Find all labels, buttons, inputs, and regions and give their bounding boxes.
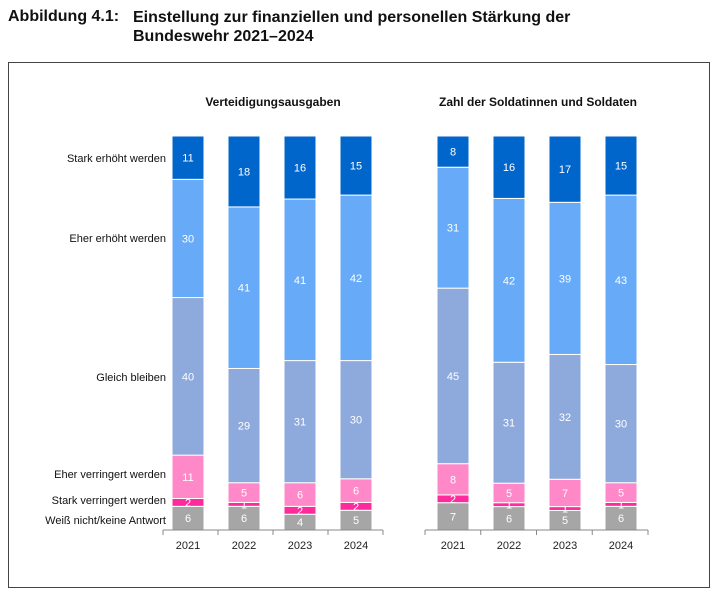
bar-segment xyxy=(492,135,526,199)
bar-segment xyxy=(339,360,373,480)
data-label: 41 xyxy=(238,283,250,295)
data-label: 32 xyxy=(559,412,571,424)
figure-title: Einstellung zur finanziellen und persone… xyxy=(133,9,571,45)
data-label: 1 xyxy=(241,499,247,511)
x-tick-label: 2021 xyxy=(176,540,200,552)
data-label: 7 xyxy=(450,511,456,523)
bar-segment xyxy=(436,166,470,289)
data-label: 42 xyxy=(503,275,515,287)
legend-label: Stark verringert werden xyxy=(52,495,166,507)
legend-label: Eher verringert werden xyxy=(54,469,166,481)
data-label: 31 xyxy=(447,223,459,235)
data-label: 45 xyxy=(447,371,459,383)
bar-segment xyxy=(604,364,638,484)
bar-segment xyxy=(548,201,582,355)
data-label: 30 xyxy=(615,419,627,431)
data-label: 41 xyxy=(294,275,306,287)
x-tick-label: 2023 xyxy=(553,540,577,552)
data-label: 2 xyxy=(185,497,191,509)
data-label: 6 xyxy=(618,513,624,525)
bar-segment xyxy=(283,360,317,484)
data-label: 29 xyxy=(238,421,250,433)
figure-header: Abbildung 4.1: Einstellung zur finanziel… xyxy=(8,8,603,46)
bar-segment xyxy=(283,135,317,200)
panel-title: Verteidigungsausgaben xyxy=(205,95,340,109)
data-label: 30 xyxy=(350,415,362,427)
data-label: 5 xyxy=(562,515,568,527)
legend-label: Weiß nicht/keine Antwort xyxy=(45,515,166,527)
data-label: 5 xyxy=(353,515,359,527)
x-tick-label: 2023 xyxy=(288,540,312,552)
bar-segment xyxy=(339,135,373,196)
data-label: 8 xyxy=(450,147,456,159)
x-tick-label: 2024 xyxy=(609,540,633,552)
data-label: 31 xyxy=(503,418,515,430)
bar-segment xyxy=(436,135,470,168)
x-tick-label: 2022 xyxy=(232,540,256,552)
bar-segment xyxy=(492,197,526,363)
data-label: 6 xyxy=(353,486,359,498)
data-label: 30 xyxy=(182,233,194,245)
data-label: 42 xyxy=(350,273,362,285)
data-label: 16 xyxy=(294,163,306,175)
x-tick-label: 2024 xyxy=(344,540,368,552)
bar-segment xyxy=(227,206,261,369)
data-label: 8 xyxy=(450,474,456,486)
data-label: 18 xyxy=(238,166,250,178)
bar-segment xyxy=(548,478,582,508)
x-tick-label: 2022 xyxy=(497,540,521,552)
data-label: 17 xyxy=(559,164,571,176)
data-label: 2 xyxy=(297,505,303,517)
figure-number: Abbildung 4.1: xyxy=(8,8,120,25)
data-label: 43 xyxy=(615,275,627,287)
data-label: 6 xyxy=(506,513,512,525)
legend-label: Gleich bleiben xyxy=(96,372,166,384)
data-label: 31 xyxy=(294,417,306,429)
bar-segment xyxy=(171,178,205,299)
bar-segment xyxy=(171,135,205,180)
data-label: 2 xyxy=(353,501,359,513)
data-label: 1 xyxy=(562,504,568,516)
bar-segment xyxy=(227,135,261,208)
data-label: 2 xyxy=(450,494,456,506)
bar-segment xyxy=(339,194,373,362)
data-label: 1 xyxy=(506,500,512,512)
data-label: 5 xyxy=(618,488,624,500)
x-tick-label: 2021 xyxy=(441,540,465,552)
data-label: 11 xyxy=(182,472,193,484)
bar-segment xyxy=(604,194,638,366)
legend-label: Stark erhöht werden xyxy=(67,153,166,165)
data-label: 40 xyxy=(182,371,194,383)
data-label: 16 xyxy=(503,162,515,174)
data-label: 1 xyxy=(618,499,624,511)
bar-segment xyxy=(548,353,582,480)
data-label: 7 xyxy=(562,488,568,500)
data-label: 4 xyxy=(297,517,303,529)
panel-title: Zahl der Soldatinnen und Soldaten xyxy=(439,95,637,109)
data-label: 15 xyxy=(615,161,627,173)
data-label: 39 xyxy=(559,273,571,285)
bar-segment xyxy=(171,297,205,456)
data-label: 6 xyxy=(185,513,191,525)
data-label: 5 xyxy=(506,488,512,500)
legend-label: Eher erhöht werden xyxy=(69,233,166,245)
data-label: 5 xyxy=(241,488,247,500)
bar-segment xyxy=(171,454,205,499)
bar-segment xyxy=(604,135,638,196)
data-label: 6 xyxy=(241,513,247,525)
data-label: 11 xyxy=(182,153,193,165)
chart-frame xyxy=(8,62,710,588)
bar-segment xyxy=(492,361,526,484)
bar-segment xyxy=(548,135,582,203)
bar-segment xyxy=(436,287,470,465)
data-label: 15 xyxy=(350,161,362,173)
bar-segment xyxy=(227,367,261,484)
data-label: 6 xyxy=(297,490,303,502)
